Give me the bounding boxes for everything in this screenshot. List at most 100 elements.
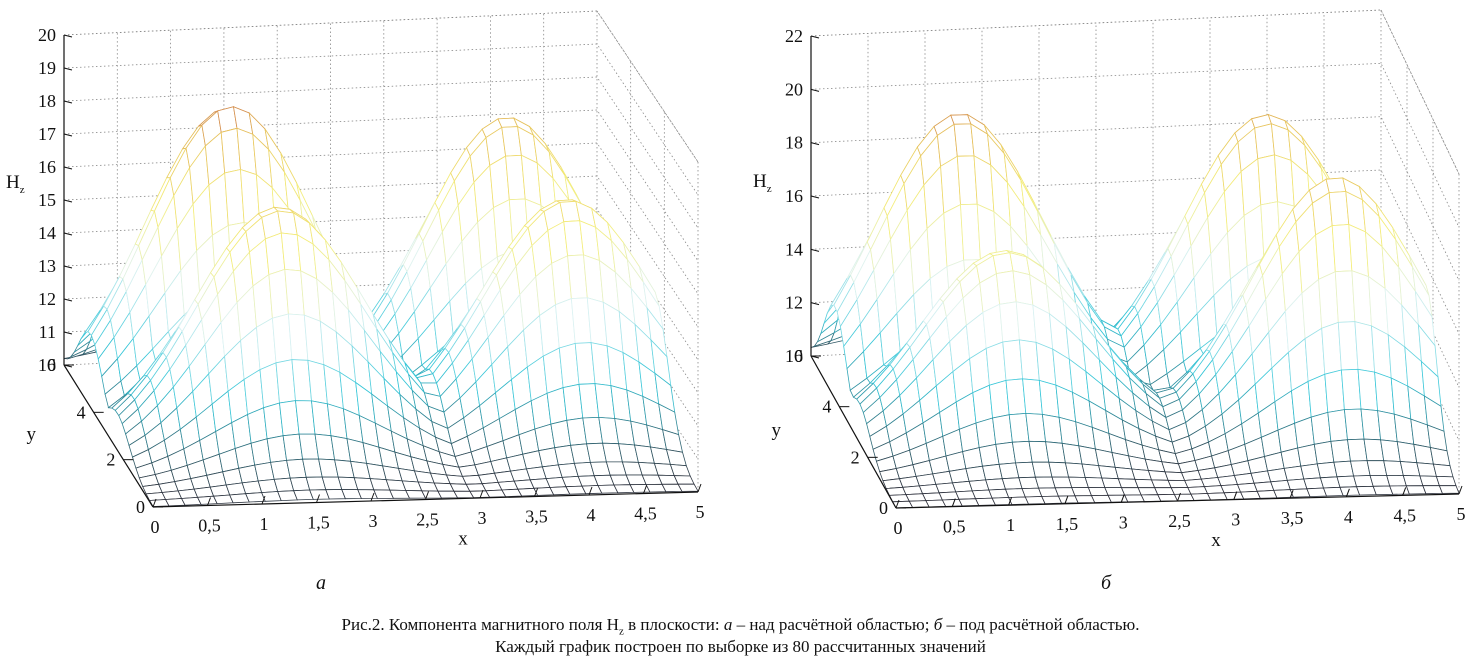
mesh-cell xyxy=(1318,271,1339,329)
z-tick xyxy=(63,67,73,71)
z-tick-label: 17 xyxy=(38,124,56,144)
surface-mesh xyxy=(63,106,699,507)
x-tick xyxy=(643,485,647,494)
mesh-cell xyxy=(677,483,699,492)
z-tick xyxy=(63,133,73,137)
z-axis-label-sub: z xyxy=(20,184,25,196)
z-tick xyxy=(63,166,73,170)
x-tick xyxy=(207,497,211,506)
x-tick-label: 1,5 xyxy=(307,513,330,533)
x-axis-label: x xyxy=(1211,530,1221,551)
figure-caption-line2: Каждый график построен по выборке из 80 … xyxy=(495,637,986,656)
panel-label-a: а xyxy=(316,572,326,594)
x-tick-label: 0 xyxy=(151,517,160,537)
x-tick-label: 3 xyxy=(478,508,487,528)
surface-plot-b: 10 12 14 16 18 20 22 0 0,5 1 1,5 3 2,5 3 3,5 4 4,5 5 0 2 4 6 H… xyxy=(753,9,1466,551)
z-axis-label: Hz xyxy=(6,172,25,196)
z-tick xyxy=(810,302,820,306)
panel-label-b: б xyxy=(1101,572,1112,594)
mesh-cell xyxy=(1313,440,1335,465)
x-tick xyxy=(316,494,320,503)
y-tick-label: 0 xyxy=(136,497,145,517)
x-tick xyxy=(1008,497,1013,506)
x-tick xyxy=(1120,494,1125,503)
mesh-cell xyxy=(1283,465,1305,481)
x-tick-label: 5 xyxy=(1457,504,1466,524)
y-tick-label: 4 xyxy=(822,397,831,417)
x-tick xyxy=(895,499,900,509)
x-tick xyxy=(1458,485,1463,495)
wall-gridline xyxy=(810,9,1460,175)
z-tick xyxy=(810,248,820,252)
z-tick xyxy=(63,34,73,38)
chart-panel-a: 10 11 12 13 14 15 16 17 18 19 20 0 0,5 1 1,5 3 2,5 3 3,5 4 4… xyxy=(0,0,740,560)
caption-a-text: – над расчётной областью; xyxy=(732,615,934,634)
z-tick-label: 12 xyxy=(785,293,803,313)
z-tick-label: 19 xyxy=(38,58,56,78)
mesh-cell xyxy=(1432,463,1454,478)
x-tick-label: 5 xyxy=(696,502,705,522)
z-tick-label: 11 xyxy=(39,322,56,342)
x-tick-label: 0,5 xyxy=(943,517,966,537)
y-axis-label: y xyxy=(772,420,782,441)
z-tick xyxy=(810,88,820,92)
z-tick xyxy=(63,100,73,104)
x-tick-label: 4,5 xyxy=(1393,505,1416,525)
x-tick-label: 1,5 xyxy=(1056,514,1079,534)
x-tick-label: 0,5 xyxy=(198,516,221,536)
x-tick-label: 3,5 xyxy=(1281,508,1304,528)
caption-a-letter: а xyxy=(723,615,733,634)
x-tick-label: 2,5 xyxy=(416,510,439,530)
figure-caption: Рис.2. Компонента магнитного поля Hz в п… xyxy=(0,614,1481,642)
x-tick xyxy=(1233,491,1238,500)
x-tick xyxy=(425,491,429,500)
mesh-cell xyxy=(1243,204,1265,267)
z-tick xyxy=(63,265,73,269)
x-tick-label: 1 xyxy=(260,514,269,534)
mesh-cell xyxy=(1435,475,1457,487)
x-tick-label: 3 xyxy=(1119,512,1128,532)
z-tick-label: 16 xyxy=(38,157,56,177)
z-tick-label: 20 xyxy=(785,79,803,99)
x-axis-label: x xyxy=(458,529,468,550)
x-tick xyxy=(1402,487,1407,496)
mesh-cell xyxy=(673,475,695,485)
z-tick-label: 18 xyxy=(38,91,56,111)
mesh-cell xyxy=(1324,369,1345,413)
z-tick-label: 14 xyxy=(38,223,56,243)
axes: 10 12 14 16 18 20 22 0 0,5 1 1,5 3 2,5 3 3,5 4 4,5 5 0 2 4 6 H… xyxy=(753,26,1466,551)
y-tick-label: 2 xyxy=(106,450,115,470)
x-tick-label: 4 xyxy=(1344,507,1353,527)
x-tick-label: 4,5 xyxy=(634,504,657,524)
z-axis-label-sub: z xyxy=(767,183,772,195)
mesh-cell xyxy=(1328,191,1350,227)
caption-b-letter: б xyxy=(933,615,943,634)
mesh-cell xyxy=(1307,373,1329,418)
z-tick xyxy=(63,298,73,302)
z-axis-label: Hz xyxy=(753,171,772,195)
mesh-cell xyxy=(1319,476,1341,489)
mesh-cell xyxy=(992,252,1014,275)
z-tick-label: 20 xyxy=(38,25,56,45)
x-tick-label: 3,5 xyxy=(525,507,548,527)
z-tick-label: 15 xyxy=(38,190,56,210)
caption-b-text: – под расчётной областью. xyxy=(942,615,1140,634)
z-tick-label: 10 xyxy=(785,346,803,366)
x-tick xyxy=(1289,490,1294,499)
x-tick-label: 0 xyxy=(894,518,903,538)
z-tick xyxy=(63,331,73,335)
x-tick-label: 4 xyxy=(587,505,596,525)
mesh-cell xyxy=(669,463,691,477)
mesh-cell xyxy=(1325,177,1347,194)
surface-mesh xyxy=(810,113,1460,509)
y-axis-line xyxy=(63,364,154,508)
z-tick-label: 13 xyxy=(38,256,56,276)
x-tick xyxy=(152,498,157,508)
x-tick-label: 2,5 xyxy=(1168,511,1191,531)
x-tick xyxy=(697,483,702,493)
caption-middle: в плоскости: xyxy=(623,615,724,634)
y-axis-line xyxy=(810,355,897,509)
y-tick-label: 6 xyxy=(47,355,56,375)
x-tick-label: 3 xyxy=(369,511,378,531)
